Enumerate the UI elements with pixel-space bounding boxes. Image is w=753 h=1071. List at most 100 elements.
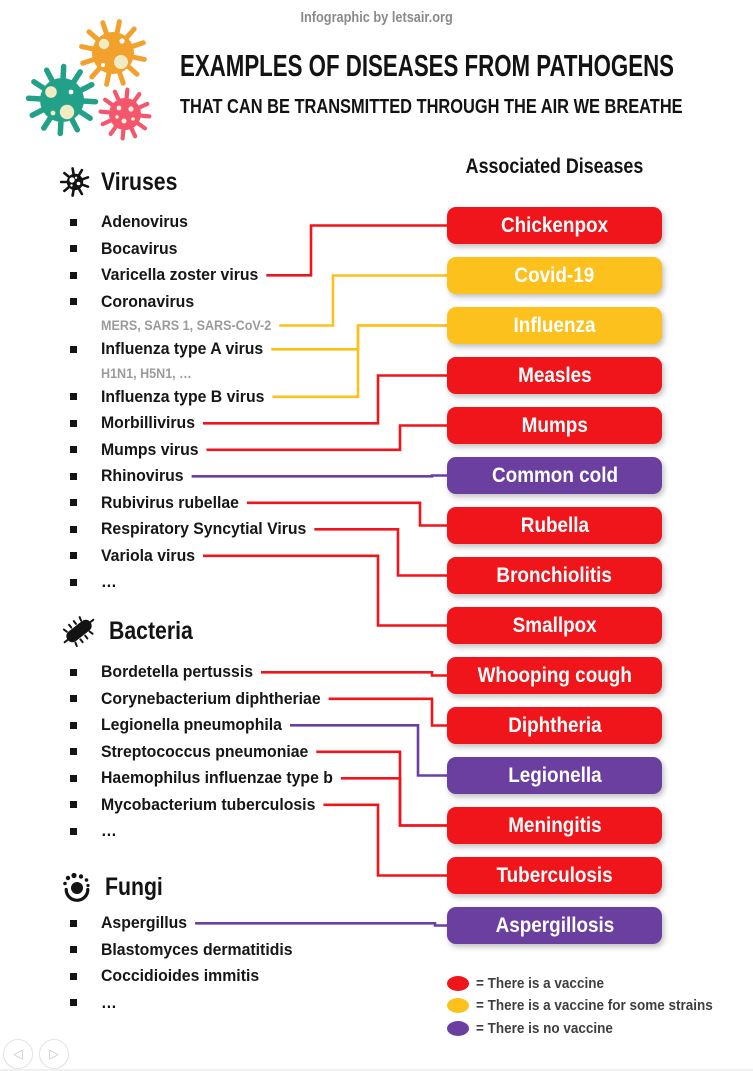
bullet-icon — [70, 419, 77, 427]
bullet-icon — [70, 578, 77, 586]
pathogen-label: Adenovirus — [101, 212, 188, 232]
section-header-bacteria: Bacteria — [60, 612, 208, 650]
pathogen-item: Mycobacterium tuberculosis — [62, 792, 452, 819]
legend-row: = There is no vaccine — [447, 1017, 739, 1040]
page-title: EXAMPLES OF DISEASES FROM PATHOGENS — [180, 49, 675, 83]
pathogen-item: Blastomyces dermatitidis — [62, 937, 452, 964]
pathogen-item: Bocavirus — [62, 236, 452, 263]
pathogen-label: Bocavirus — [101, 238, 178, 258]
bullet-icon — [70, 245, 77, 253]
pathogen-item: Influenza type A virus — [62, 336, 452, 363]
pathogen-item: … — [62, 569, 452, 596]
pathogen-sublabel: H1N1, H5N1, … — [101, 365, 192, 381]
left-arrow-icon: ◁ — [13, 1046, 23, 1062]
pathogen-label: … — [101, 821, 117, 841]
pathogen-item: Coronavirus — [62, 289, 452, 316]
pathogen-label: Rhinovirus — [101, 466, 184, 486]
section-label: Viruses — [101, 167, 178, 196]
disease-badge-bronchiolitis: Bronchiolitis — [447, 557, 662, 594]
title-block: EXAMPLES OF DISEASES FROM PATHOGENS THAT… — [180, 46, 725, 120]
disease-badge-rubella: Rubella — [447, 507, 662, 544]
pathogen-item: Rubivirus rubellae — [62, 490, 452, 517]
pathogen-label: Bordetella pertussis — [101, 662, 254, 682]
bullet-icon — [70, 345, 77, 353]
disease-badge-diphtheria: Diphtheria — [447, 707, 662, 744]
pathogen-item: Respiratory Syncytial Virus — [62, 516, 452, 543]
pager-nav: ◁ ▷ — [3, 1039, 69, 1069]
pathogen-item: Varicella zoster virus — [62, 262, 452, 289]
bacteria-list: Bordetella pertussis Corynebacterium dip… — [62, 659, 452, 845]
bullet-icon — [70, 827, 77, 835]
pathogen-subitem: H1N1, H5N1, … — [62, 363, 452, 384]
pathogen-item: Morbillivirus — [62, 410, 452, 437]
pathogen-item: Mumps virus — [62, 437, 452, 464]
pathogen-label: Morbillivirus — [101, 413, 196, 433]
prev-page-button[interactable]: ◁ — [3, 1039, 33, 1069]
pathogen-label: Respiratory Syncytial Virus — [101, 519, 307, 539]
pathogen-label: Mumps virus — [101, 439, 199, 459]
pathogen-label: Mycobacterium tuberculosis — [101, 794, 316, 814]
legend-row: = There is a vaccine for some strains — [447, 995, 739, 1018]
credit-text: Infographic by letsair.org — [300, 9, 453, 26]
bullet-icon — [70, 801, 77, 809]
section-label: Bacteria — [109, 616, 193, 645]
bullet-icon — [70, 946, 77, 954]
pathogen-item: Streptococcus pneumoniae — [62, 739, 452, 766]
bullet-icon — [70, 748, 77, 756]
page-subtitle: THAT CAN BE TRANSMITTED THROUGH THE AIR … — [180, 95, 683, 118]
next-page-button[interactable]: ▷ — [39, 1039, 69, 1069]
pathogen-item: Corynebacterium diphtheriae — [62, 686, 452, 713]
bullet-icon — [70, 298, 77, 306]
pathogen-item: … — [62, 990, 452, 1017]
pathogen-item: Coccidioides immitis — [62, 963, 452, 990]
vaccine-legend: = There is a vaccine = There is a vaccin… — [447, 972, 739, 1040]
disease-badge-common-cold: Common cold — [447, 457, 662, 494]
bullet-icon — [70, 218, 77, 226]
disease-badges-column: Chickenpox Covid-19 Influenza Measles Mu… — [447, 207, 662, 957]
bullet-icon — [70, 774, 77, 782]
pathogen-label: … — [101, 992, 117, 1012]
bullet-icon — [70, 271, 77, 279]
pathogen-label: Influenza type B virus — [101, 386, 265, 406]
disease-badge-smallpox: Smallpox — [447, 607, 662, 644]
bullet-icon — [70, 668, 77, 676]
disease-badge-influenza: Influenza — [447, 307, 662, 344]
pathogen-item: … — [62, 818, 452, 845]
legend-row: = There is a vaccine — [447, 972, 739, 995]
bullet-icon — [70, 721, 77, 729]
disease-badge-covid19: Covid-19 — [447, 257, 662, 294]
pathogen-item: Bordetella pertussis — [62, 659, 452, 686]
bullet-icon — [70, 919, 77, 927]
disease-badge-whooping-cough: Whooping cough — [447, 657, 662, 694]
pathogen-label: Varicella zoster virus — [101, 265, 259, 285]
pathogen-label: Coronavirus — [101, 291, 195, 311]
pathogen-item: Adenovirus — [62, 209, 452, 236]
pathogen-label: Coccidioides immitis — [101, 966, 260, 986]
pathogen-label: Corynebacterium diphtheriae — [101, 688, 321, 708]
section-header-viruses: Viruses — [60, 165, 191, 199]
pathogen-item: Influenza type B virus — [62, 384, 452, 411]
virus-icon — [60, 167, 90, 197]
pathogen-subitem: MERS, SARS 1, SARS-CoV-2 — [62, 315, 452, 336]
pathogen-label: Rubivirus rubellae — [101, 492, 239, 512]
pathogen-label: Influenza type A virus — [101, 339, 264, 359]
legend-dot-vaccine — [447, 975, 469, 991]
bullet-icon — [70, 472, 77, 480]
bacteria-icon — [60, 614, 98, 648]
bullet-icon — [70, 999, 77, 1007]
disease-badge-tuberculosis: Tuberculosis — [447, 857, 662, 894]
bullet-icon — [70, 525, 77, 533]
pathogen-label: Haemophilus influenzae type b — [101, 768, 333, 788]
bullet-icon — [70, 552, 77, 560]
disease-badge-mumps: Mumps — [447, 407, 662, 444]
bullet-icon — [70, 972, 77, 980]
pathogen-label: Streptococcus pneumoniae — [101, 741, 309, 761]
pathogen-label: … — [101, 572, 117, 592]
legend-dot-no-vaccine — [447, 1020, 469, 1036]
pathogen-item: Rhinovirus — [62, 463, 452, 490]
disease-badge-legionella: Legionella — [447, 757, 662, 794]
bullet-icon — [70, 393, 77, 401]
fungi-icon — [60, 870, 94, 904]
disease-badge-measles: Measles — [447, 357, 662, 394]
